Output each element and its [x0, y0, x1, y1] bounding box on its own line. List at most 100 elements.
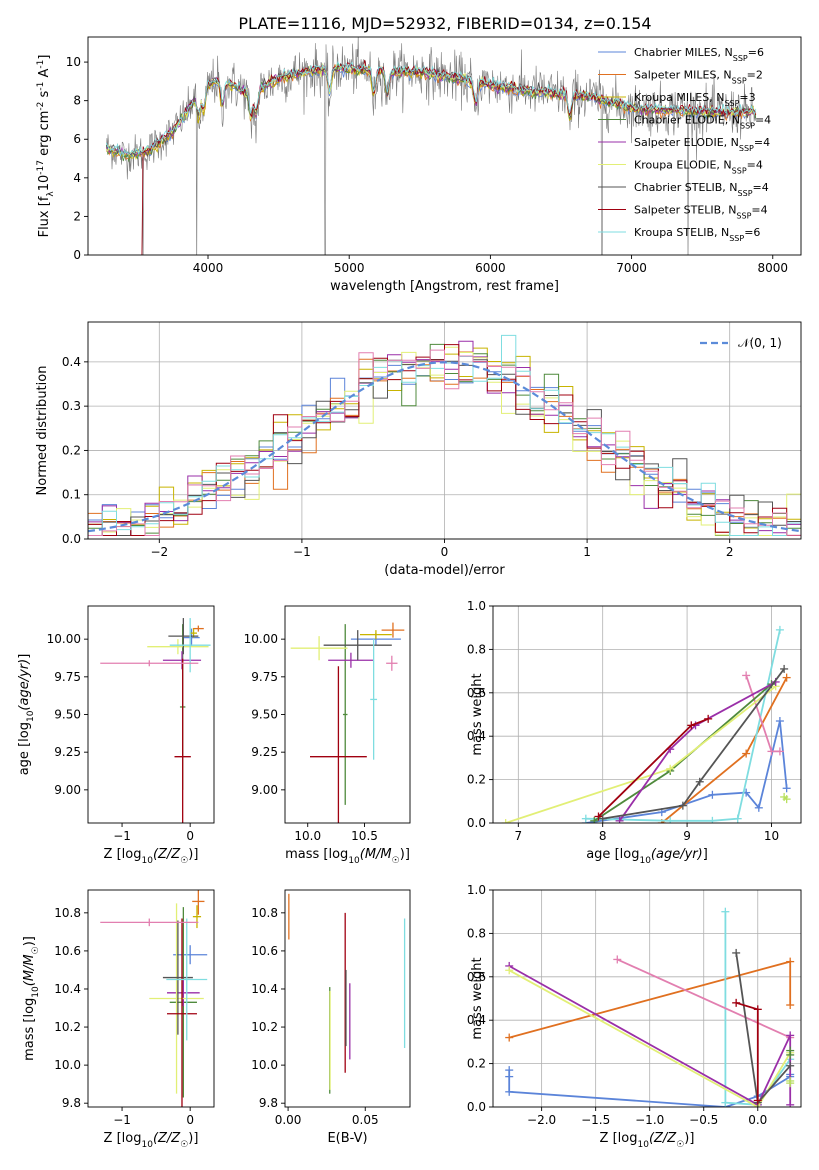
errorbar-chabrier-miles	[173, 945, 208, 965]
x-axis-label: age [log10(age/yr)]	[586, 847, 708, 866]
plot-area	[505, 907, 795, 1107]
errorbar-pink	[100, 660, 199, 667]
x-tick-label: 5000	[334, 261, 365, 275]
y-tick-label: 10.0	[54, 1058, 81, 1072]
weight-series-salpeter-stelib	[732, 998, 762, 1105]
x-axis-label: Z [log10(Z/Z☉)]	[104, 847, 199, 866]
weight-line	[618, 681, 777, 822]
x-axis-label: Z [log10(Z/Z☉)]	[104, 1131, 199, 1150]
y-tick-label: 9.25	[251, 745, 278, 759]
y-tick-label: 10.4	[54, 982, 81, 996]
panel-residuals: −2 −1 0 1 2 0.0 0.1 0.2 0.3 0.4 (data-model)/error…	[35, 321, 802, 578]
errorbar-salpeter-elodie	[167, 979, 200, 1007]
y-tick-label: 4	[73, 171, 81, 185]
weight-series-pink	[742, 671, 784, 756]
x-tick-label: −1.0	[635, 1113, 664, 1127]
weight-series-chabrier-elodie	[786, 1046, 795, 1059]
errorbar-salpeter-stelib	[167, 918, 197, 1107]
legend-label: Salpeter MILES, NSSP=2	[634, 69, 763, 86]
x-tick-label: 0	[186, 1113, 194, 1127]
y-tick-label: 0.0	[467, 1100, 486, 1114]
panel-mass-vs-ebv: 0.00 0.05 9.8 10.0 10.2 10.4 10.6 10.8 E(B-V)	[251, 889, 411, 1146]
y-tick-label: 10.6	[54, 944, 81, 958]
legend-label: Kroupa ELODIE, NSSP=4	[634, 159, 763, 176]
errorbar-kroupa-elodie	[147, 639, 209, 655]
weight-series-pink	[613, 955, 795, 1042]
x-axis-label: mass [log10(M/M☉)]	[285, 847, 410, 866]
x-axis-label: (data-model)/error	[384, 563, 505, 578]
legend-label: 𝒩(0, 1)	[738, 336, 782, 350]
plot-area	[88, 334, 801, 539]
weight-series-salpeter-miles	[505, 957, 795, 1042]
y-tick-label: 0.6	[467, 686, 486, 700]
x-tick-label: −1	[113, 1113, 131, 1127]
x-tick-label: −1	[293, 545, 311, 559]
x-tick-label: 4000	[193, 261, 224, 275]
y-tick-label: 6	[73, 132, 81, 146]
y-tick-label: 10.4	[251, 982, 278, 996]
errorbar-pink	[386, 655, 398, 671]
weight-line	[724, 911, 791, 1106]
legend: 𝒩(0, 1)	[700, 336, 782, 350]
legend: Chabrier MILES, NSSP=6 Salpeter MILES, NS…	[598, 46, 771, 243]
x-tick-label: −1.5	[581, 1113, 610, 1127]
x-tick-label: −2	[150, 545, 168, 559]
y-tick-label: 9.75	[54, 670, 81, 684]
y-axis-label: mass weight	[470, 957, 485, 1039]
errorbar-chabrier-elodie	[342, 624, 348, 805]
errorbar-salpeter-stelib	[310, 666, 367, 823]
y-tick-label: 10.00	[244, 632, 278, 646]
y-tick-label: 10.0	[251, 1058, 278, 1072]
y-axis-label: Normed distribution	[35, 366, 50, 496]
weight-series-salpeter-miles	[657, 673, 791, 823]
y-tick-label: 0.4	[467, 1013, 486, 1027]
y-tick-label: 0.0	[467, 816, 486, 830]
axes-frame	[492, 605, 802, 824]
plot-area	[100, 618, 211, 823]
x-tick-label: 9	[683, 829, 691, 843]
x-axis-label: E(B-V)	[327, 1131, 367, 1146]
histogram-pink	[88, 349, 801, 539]
y-tick-label: 9.8	[62, 1096, 81, 1110]
histogram-kroupa-stelib	[88, 334, 801, 539]
errorbar-salpeter-elodie	[162, 651, 202, 670]
weight-series-kroupa-elodie	[501, 682, 780, 823]
errorbar-pink	[100, 918, 199, 927]
y-tick-label: 1.0	[467, 883, 486, 897]
y-tick-label: 0.4	[467, 729, 486, 743]
weight-line	[616, 958, 791, 1039]
legend-label: Chabrier MILES, NSSP=6	[634, 46, 764, 63]
x-tick-label: −0.5	[689, 1113, 718, 1127]
x-tick-label: −2.0	[527, 1113, 556, 1127]
weight-line	[508, 969, 791, 1107]
plot-area	[288, 893, 406, 1094]
legend-label: Kroupa STELIB, NSSP=6	[634, 226, 760, 243]
y-tick-label: 0	[73, 248, 81, 262]
axes-frame	[284, 889, 411, 1108]
x-tick-label: 8	[599, 829, 607, 843]
weight-line	[593, 683, 773, 822]
axes-frame	[492, 889, 802, 1108]
errorbar-salpeter-miles	[381, 622, 405, 638]
x-tick-label: 1	[583, 545, 591, 559]
y-tick-label: 0.6	[467, 970, 486, 984]
errorbar-chabrier-miles	[183, 628, 200, 647]
panel-weight-vs-age: 7 8 9 10 0.0 0.2 0.4 0.6 0.8 1.0 age [log10(age/yr…	[467, 599, 802, 866]
legend-label: Kroupa MILES, NSSP=3	[634, 91, 756, 108]
x-tick-label: 0.00	[275, 1113, 302, 1127]
x-tick-label: 10.0	[294, 829, 321, 843]
y-tick-label: 10	[66, 55, 81, 69]
x-tick-label: 7	[514, 829, 522, 843]
y-tick-label: 8	[73, 94, 81, 108]
y-tick-label: 0.8	[467, 642, 486, 656]
errorbar-kroupa-elodie	[290, 636, 348, 661]
errorbar-salpeter-stelib	[174, 658, 191, 823]
errorbar-chabrier-stelib	[168, 618, 199, 655]
panel-spectrum: 4000 5000 6000 7000 8000 0 2 4 6 8 10 wavelength [A…	[36, 36, 802, 294]
y-tick-label: 10.2	[54, 1020, 81, 1034]
weight-series-salpeter-stelib	[594, 714, 713, 821]
errorbar-kroupa-stelib	[370, 639, 378, 760]
panel-age-vs-Z: −1 0 9.00 9.25 9.50 9.75 10.00 Z [log10(Z/Z☉)] a…	[17, 605, 215, 866]
plot-area	[106, 37, 757, 255]
